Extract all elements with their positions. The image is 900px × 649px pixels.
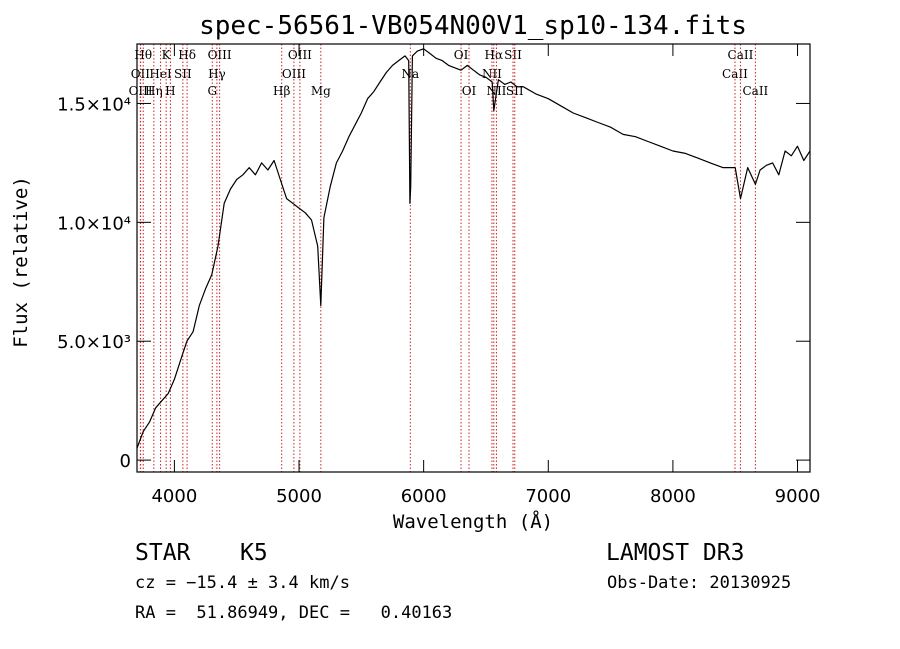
- emission-line-label: NII: [482, 67, 502, 81]
- y-axis-ticks: 0 5.0×10³ 1.0×10⁴ 1.5×10⁴: [57, 94, 810, 472]
- coordinates: RA = 51.86949, DEC = 0.40163: [135, 603, 453, 623]
- emission-line-label: HeI: [149, 67, 172, 81]
- object-subclass: K5: [240, 540, 268, 566]
- emission-line-label: Hη: [145, 84, 163, 98]
- y-tick-label: 5.0×10³: [57, 332, 131, 353]
- y-axis-label: Flux (relative): [10, 176, 32, 348]
- chart-title: spec-56561-VB054N00V1_sp10-134.fits: [199, 11, 747, 41]
- object-class: STAR: [135, 540, 191, 566]
- emission-line-label: OI: [454, 48, 469, 62]
- emission-line-label: CaII: [728, 48, 754, 62]
- emission-line-label: OIII: [282, 67, 306, 81]
- emission-line-label: OII: [131, 67, 151, 81]
- emission-line-markers: HθOIIOIIIHηHeIKHSIIHδGHγOIIIHβOIIIOIIIMg…: [129, 44, 769, 472]
- obs-date: Obs-Date: 20130925: [607, 573, 792, 593]
- x-axis-label: Wavelength (Å): [393, 510, 553, 533]
- emission-line-label: Mg: [311, 84, 331, 98]
- x-tick-label: 4000: [151, 486, 197, 507]
- emission-line-label: SII: [504, 48, 522, 62]
- y-tick-label: 1.5×10⁴: [57, 94, 131, 115]
- emission-line-label: K: [162, 48, 172, 62]
- emission-line-label: G: [207, 84, 217, 98]
- redshift-text: cz = −15.4 ± 3.4 km/s: [135, 573, 350, 593]
- emission-line-label: SII: [174, 67, 192, 81]
- emission-line-label: Hγ: [208, 67, 226, 81]
- emission-line-label: OIII: [208, 48, 232, 62]
- x-tick-label: 9000: [775, 486, 821, 507]
- emission-line-label: Hδ: [178, 48, 196, 62]
- x-tick-label: 8000: [650, 486, 696, 507]
- emission-line-label: Hβ: [273, 84, 290, 98]
- survey-name: LAMOST DR3: [606, 540, 745, 566]
- x-axis-ticks: 4000 5000 6000 7000 8000 9000: [151, 44, 820, 507]
- emission-line-label: H: [165, 84, 175, 98]
- emission-line-label: OI: [462, 84, 477, 98]
- x-tick-label: 7000: [525, 486, 571, 507]
- emission-line-label: OIII: [129, 84, 153, 98]
- emission-line-label: Hθ: [134, 48, 152, 62]
- spectrum-series-line: [136, 48, 811, 449]
- plot-frame: [136, 43, 811, 473]
- emission-line-label: CaII: [722, 67, 748, 81]
- emission-line-label: OIII: [288, 48, 312, 62]
- emission-line-label: SII: [506, 84, 524, 98]
- y-tick-label: 1.0×10⁴: [57, 213, 131, 234]
- x-tick-label: 6000: [401, 486, 447, 507]
- emission-line-label: Na: [401, 67, 419, 81]
- emission-line-label: Hα: [485, 48, 504, 62]
- y-tick-label: 0: [120, 451, 131, 472]
- x-tick-label: 5000: [276, 486, 322, 507]
- emission-line-label: CaII: [742, 84, 768, 98]
